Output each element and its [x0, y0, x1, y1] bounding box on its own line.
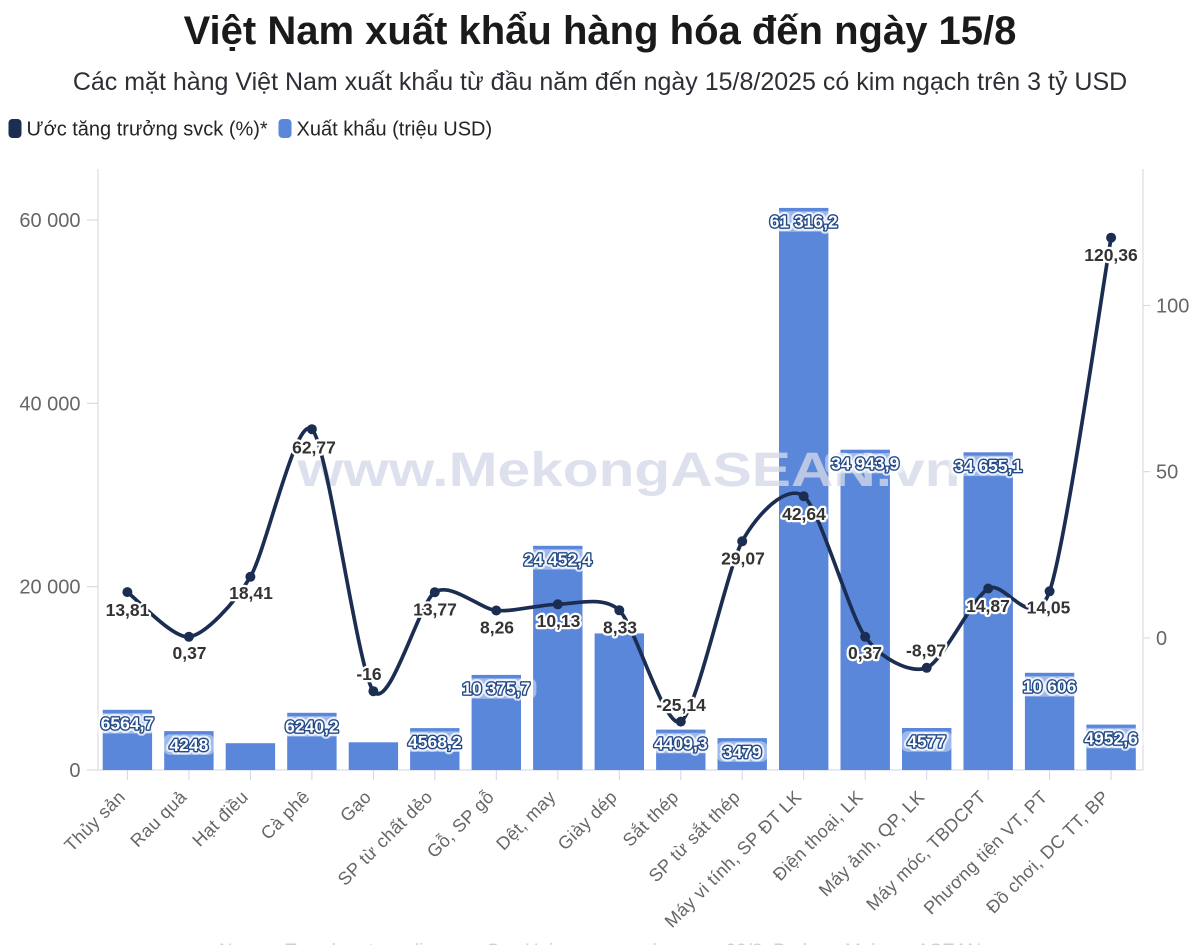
- svg-text:8,33: 8,33: [603, 618, 637, 638]
- svg-text:Xuất khẩu (triệu USD): Xuất khẩu (triệu USD): [297, 119, 493, 141]
- svg-text:0,37: 0,37: [848, 643, 882, 663]
- svg-text:-16: -16: [356, 664, 382, 684]
- svg-text:-8,97: -8,97: [906, 641, 946, 661]
- svg-text:0: 0: [1156, 628, 1167, 650]
- svg-text:24 452,4: 24 452,4: [524, 550, 592, 570]
- svg-text:4568,2: 4568,2: [408, 732, 462, 752]
- svg-text:4248: 4248: [169, 735, 208, 755]
- svg-text:34 655,1: 34 655,1: [954, 456, 1022, 476]
- svg-text:4577: 4577: [907, 732, 946, 752]
- svg-text:6240,2: 6240,2: [285, 717, 339, 737]
- svg-text:13,81: 13,81: [106, 600, 150, 620]
- svg-text:4409,3: 4409,3: [654, 733, 708, 753]
- svg-text:4409,3: 4409,3: [654, 733, 708, 753]
- svg-text:50: 50: [1156, 462, 1178, 484]
- svg-text:100: 100: [1156, 295, 1189, 317]
- svg-text:10 375,7: 10 375,7: [462, 679, 530, 699]
- svg-text:3479: 3479: [723, 742, 762, 762]
- svg-text:6564,7: 6564,7: [101, 714, 155, 734]
- svg-text:0,37: 0,37: [172, 643, 206, 663]
- svg-text:4952,6: 4952,6: [1084, 728, 1138, 748]
- svg-text:6564,7: 6564,7: [101, 714, 155, 734]
- svg-text:61 316,2: 61 316,2: [770, 212, 838, 232]
- svg-text:10 606: 10 606: [1023, 677, 1077, 697]
- svg-text:www.MekongASEAN.vn: www.MekongASEAN.vn: [296, 444, 960, 497]
- svg-text:40 000: 40 000: [19, 393, 80, 415]
- svg-text:34 655,1: 34 655,1: [954, 456, 1022, 476]
- svg-text:0: 0: [69, 760, 80, 782]
- svg-text:10 606: 10 606: [1023, 677, 1077, 697]
- svg-text:4568,2: 4568,2: [408, 732, 462, 752]
- svg-text:120,36: 120,36: [1084, 245, 1138, 265]
- svg-text:20 000: 20 000: [19, 577, 80, 599]
- svg-text:61 316,2: 61 316,2: [770, 212, 838, 232]
- svg-text:60 000: 60 000: [19, 210, 80, 232]
- svg-text:29,07: 29,07: [721, 549, 765, 569]
- svg-text:-25,14: -25,14: [656, 695, 706, 715]
- svg-text:Ước tăng trưởng svck (%)*: Ước tăng trưởng svck (%)*: [27, 119, 268, 141]
- svg-text:34 943,9: 34 943,9: [831, 453, 899, 473]
- svg-text:8,26: 8,26: [480, 618, 514, 638]
- svg-text:4952,6: 4952,6: [1084, 728, 1138, 748]
- svg-text:62,77: 62,77: [292, 438, 336, 458]
- svg-text:4248: 4248: [169, 735, 208, 755]
- svg-text:14,87: 14,87: [966, 596, 1010, 616]
- svg-text:14,05: 14,05: [1027, 598, 1071, 618]
- svg-text:Việt Nam xuất khẩu hàng hóa đế: Việt Nam xuất khẩu hàng hóa đến ngày 15/…: [184, 9, 1017, 53]
- svg-text:6240,2: 6240,2: [285, 717, 339, 737]
- svg-text:10,13: 10,13: [537, 611, 581, 631]
- svg-text:34 943,9: 34 943,9: [831, 453, 899, 473]
- svg-text:4577: 4577: [907, 732, 946, 752]
- svg-text:18,41: 18,41: [229, 583, 273, 603]
- svg-text:24 452,4: 24 452,4: [524, 550, 592, 570]
- svg-text:10 375,7: 10 375,7: [462, 679, 530, 699]
- svg-text:42,64: 42,64: [782, 504, 826, 524]
- svg-text:Nguon: Tong hop tu so lieu cua: Nguon: Tong hop tu so lieu cua Cuc Hai q…: [219, 941, 981, 945]
- svg-text:3479: 3479: [723, 742, 762, 762]
- svg-text:13,77: 13,77: [413, 600, 457, 620]
- svg-text:Các mặt hàng Việt Nam xuất khẩ: Các mặt hàng Việt Nam xuất khẩu từ đầu n…: [73, 68, 1127, 96]
